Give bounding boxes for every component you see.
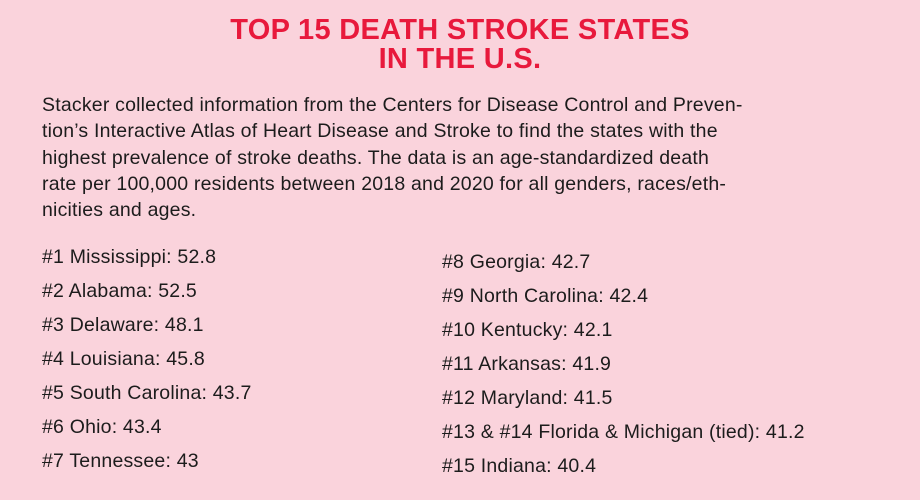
list-item: #4 Louisiana: 45.8 xyxy=(42,348,205,370)
intro-line: Stacker collected information from the C… xyxy=(42,94,743,116)
list-item: #13 & #14 Florida & Michigan (tied): 41.… xyxy=(442,421,805,443)
title-line-1: TOP 15 DEATH STROKE STATES xyxy=(230,14,690,46)
ranking-list-right: #8 Georgia: 42.7 #9 North Carolina: 42.4… xyxy=(442,245,805,483)
page-title: TOP 15 DEATH STROKE STATES IN THE U.S. xyxy=(0,16,920,74)
list-item: #2 Alabama: 52.5 xyxy=(42,280,197,302)
list-item: #9 North Carolina: 42.4 xyxy=(442,285,649,307)
list-item: #12 Maryland: 41.5 xyxy=(442,387,613,409)
list-item: #7 Tennessee: 43 xyxy=(42,450,199,472)
list-item: #3 Delaware: 48.1 xyxy=(42,314,204,336)
list-item: #8 Georgia: 42.7 xyxy=(442,251,591,273)
title-line-2: IN THE U.S. xyxy=(378,43,542,75)
list-item: #6 Ohio: 43.4 xyxy=(42,416,162,438)
intro-line: highest prevalence of stroke deaths. The… xyxy=(42,146,710,169)
intro-line: tion’s Interactive Atlas of Heart Diseas… xyxy=(42,120,718,143)
list-item: #10 Kentucky: 42.1 xyxy=(442,319,613,341)
list-item: #11 Arkansas: 41.9 xyxy=(442,353,612,375)
intro-line: nicities and ages. xyxy=(42,199,197,222)
intro-line: rate per 100,000 residents between 2018 … xyxy=(42,172,727,195)
list-item: #1 Mississippi: 52.8 xyxy=(42,246,217,268)
intro-paragraph: Stacker collected information from the C… xyxy=(42,92,882,223)
list-item: #5 South Carolina: 43.7 xyxy=(42,382,252,404)
list-item: #15 Indiana: 40.4 xyxy=(442,455,597,477)
ranking-list-left: #1 Mississippi: 52.8 #2 Alabama: 52.5 #3… xyxy=(42,240,252,478)
